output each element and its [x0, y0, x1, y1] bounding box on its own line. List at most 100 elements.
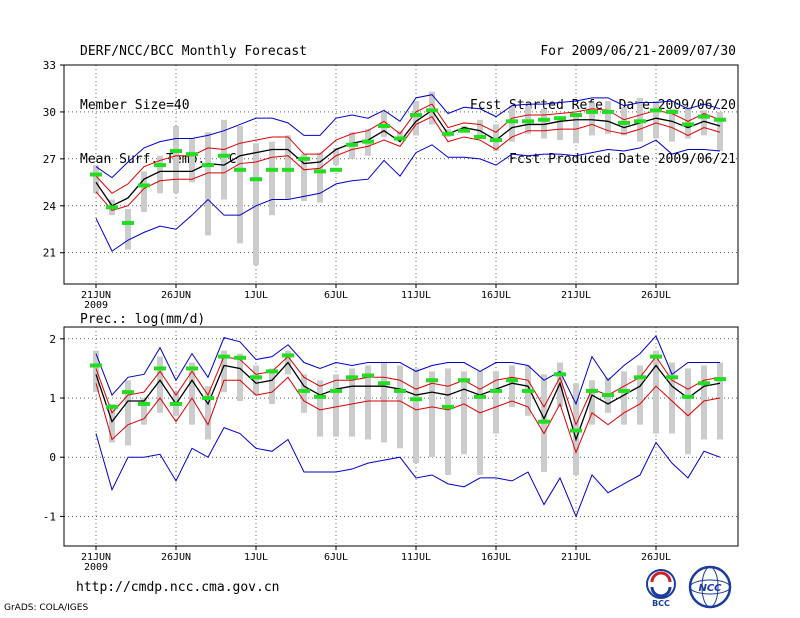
range-bar	[509, 365, 515, 407]
x-tick-label: 16JUL	[481, 552, 511, 563]
member-marker	[522, 388, 534, 393]
member-marker	[314, 394, 326, 399]
member-marker	[234, 167, 246, 172]
range-bar	[125, 380, 131, 446]
range-bar	[637, 365, 643, 425]
min-envelope-line	[95, 427, 721, 518]
ensemble-mean-line	[95, 109, 721, 207]
source-url[interactable]: http://cmdp.ncc.cma.gov.cn	[76, 580, 280, 595]
range-bar	[205, 132, 211, 236]
range-bar	[653, 350, 659, 434]
y-tick-label: 0	[49, 451, 56, 464]
range-bar	[125, 208, 131, 250]
member-marker	[138, 183, 150, 188]
member-marker	[698, 114, 710, 119]
x-tick-label: 1JUL	[244, 552, 268, 563]
y-tick-label: -1	[43, 510, 56, 523]
range-bar	[93, 350, 99, 393]
member-marker	[170, 149, 182, 154]
member-marker	[378, 381, 390, 386]
member-marker	[666, 109, 678, 114]
member-marker	[106, 205, 118, 210]
plot-frame	[63, 326, 739, 547]
range-bar	[237, 126, 243, 244]
member-marker	[394, 136, 406, 141]
range-bar	[717, 111, 723, 152]
range-bar	[269, 141, 275, 216]
range-bar	[317, 152, 323, 203]
member-marker	[490, 138, 502, 143]
member-marker	[298, 156, 310, 161]
range-bar	[445, 368, 451, 475]
member-marker	[682, 122, 694, 127]
member-marker	[426, 378, 438, 383]
member-marker	[362, 139, 374, 144]
range-bar	[93, 165, 99, 194]
range-bar	[317, 380, 323, 437]
range-bar	[461, 371, 467, 455]
member-marker	[554, 116, 566, 121]
member-marker	[394, 388, 406, 393]
member-marker	[266, 369, 278, 374]
x-tick-label: 21JUN	[81, 552, 111, 563]
range-bar	[413, 100, 419, 136]
range-bar	[557, 116, 563, 141]
range-bar	[349, 368, 355, 437]
range-bar	[493, 124, 499, 152]
x-tick-label: 16JUL	[481, 290, 511, 301]
range-bar	[509, 105, 515, 142]
member-marker	[634, 375, 646, 380]
range-bar	[205, 386, 211, 440]
member-marker	[602, 109, 614, 114]
member-marker	[330, 167, 342, 172]
member-marker	[282, 353, 294, 358]
member-marker	[298, 388, 310, 393]
range-bar	[189, 362, 195, 425]
member-marker	[442, 131, 454, 136]
range-bar	[413, 368, 419, 464]
member-marker	[218, 153, 230, 158]
member-marker	[538, 117, 550, 122]
member-marker	[426, 108, 438, 113]
x-tick-label: 26JUL	[641, 290, 671, 301]
member-marker	[490, 388, 502, 393]
x-tick-label: 6JUL	[324, 552, 348, 563]
member-marker	[586, 109, 598, 114]
member-marker	[154, 366, 166, 371]
y-tick-label: 21	[43, 247, 56, 260]
y-tick-label: 24	[43, 200, 57, 213]
chart-product-title: DERF/NCC/BCC Monthly Forecast	[80, 44, 307, 59]
range-bar	[157, 155, 163, 194]
member-marker	[570, 428, 582, 433]
member-marker	[458, 378, 470, 383]
member-marker	[458, 128, 470, 133]
range-bar	[221, 119, 227, 200]
grads-credit: GrADS: COLA/IGES	[4, 603, 89, 613]
chart-panel-1: 21 24 27 30 33 21JUN 26JUN 1JUL 6JUL 11JUL 16JUL 21…	[43, 59, 739, 311]
range-bar	[333, 374, 339, 437]
ncc-logo: NCC	[688, 565, 732, 609]
y-tick-label: 1	[49, 392, 56, 405]
min-envelope-line	[95, 139, 721, 252]
range-bar	[365, 365, 371, 440]
upper-spread-line	[95, 103, 721, 194]
member-marker	[682, 394, 694, 399]
lower-spread-line	[95, 376, 721, 454]
range-bar	[285, 135, 291, 200]
range-bar	[477, 119, 483, 136]
range-bar	[541, 108, 547, 139]
member-marker	[602, 393, 614, 398]
range-bar	[701, 110, 707, 136]
member-marker	[634, 119, 646, 124]
member-marker	[282, 167, 294, 172]
range-bar	[717, 362, 723, 440]
member-marker	[506, 378, 518, 383]
forecast-period-label: For 2009/06/21-2009/07/30	[540, 44, 736, 59]
range-bar	[621, 371, 627, 425]
range-bar	[253, 143, 259, 266]
member-marker	[714, 117, 726, 122]
lower-spread-line	[95, 115, 721, 212]
range-bar	[605, 100, 611, 134]
member-marker	[186, 366, 198, 371]
